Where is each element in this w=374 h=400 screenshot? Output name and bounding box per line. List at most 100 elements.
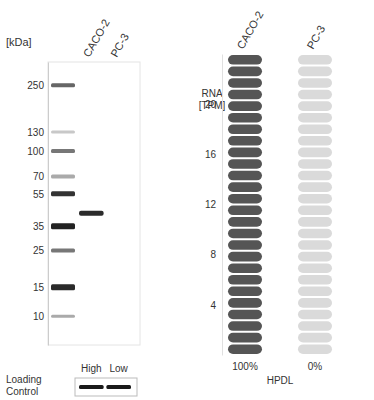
tick-label: 4 (210, 300, 216, 311)
tpm-segment (228, 67, 262, 77)
tpm-segment (298, 263, 332, 273)
expression-level: High (81, 363, 102, 374)
tpm-segment (298, 78, 332, 88)
tpm-segment (298, 333, 332, 343)
ladder-band (51, 131, 75, 134)
y-axis: 4 8 12 16 20 (205, 55, 223, 356)
category-label: PC-3 (304, 23, 327, 51)
tick: 70 (33, 171, 48, 182)
tick-label: 8 (210, 249, 216, 260)
tpm-segment (228, 206, 262, 216)
share-label: 0% (308, 361, 323, 372)
tpm-segment (298, 229, 332, 239)
tpm-segment (228, 217, 262, 227)
tpm-segment (228, 310, 262, 320)
tpm-segment (228, 78, 262, 88)
tpm-segment (228, 136, 262, 146)
axis-line (48, 63, 49, 346)
ladder-band (51, 83, 75, 87)
tick-label: 250 (27, 80, 44, 91)
tick: 4 (210, 300, 222, 311)
tick-label: 55 (33, 189, 45, 200)
blot-marks (51, 83, 104, 318)
tpm-segment (298, 240, 332, 250)
rna-marks (228, 55, 332, 354)
loading-control-line: Control (6, 386, 38, 397)
tpm-segment (228, 252, 262, 262)
tpm-segment (298, 287, 332, 297)
y-axis: 250 130 100 70 55 35 25 15 10 (27, 63, 48, 346)
tpm-segment (228, 263, 262, 273)
tick-label: 70 (33, 171, 45, 182)
tpm-segment (228, 101, 262, 111)
tpm-segment (298, 148, 332, 158)
tick-label: 20 (205, 99, 217, 110)
tpm-segment (228, 124, 262, 134)
tick-label: 130 (27, 127, 44, 138)
tpm-segment (298, 206, 332, 216)
tpm-segment (228, 321, 262, 331)
tpm-segment (228, 90, 262, 100)
tick: 12 (205, 199, 222, 210)
tpm-segment (228, 298, 262, 308)
ladder-band (51, 284, 75, 290)
tpm-segment (298, 217, 332, 227)
tick-label: 15 (33, 282, 45, 293)
tpm-segment (298, 136, 332, 146)
tpm-column (298, 55, 332, 354)
tick-label: 12 (205, 199, 217, 210)
tick: 130 (27, 127, 48, 138)
axis-line (222, 55, 223, 356)
y-axis-title-line: RNA (201, 88, 222, 99)
ladder-band (51, 191, 75, 196)
protein-band (79, 211, 104, 216)
tick: 10 (33, 311, 48, 322)
tick: 100 (27, 146, 48, 157)
tpm-segment (228, 275, 262, 285)
tpm-segment (298, 55, 332, 65)
tpm-segment (228, 333, 262, 343)
tpm-segment (298, 67, 332, 77)
loading-control-line: Loading (6, 374, 42, 385)
tpm-segment (298, 321, 332, 331)
tpm-segment (298, 101, 332, 111)
tpm-segment (228, 240, 262, 250)
tpm-segment (228, 194, 262, 204)
expression-level: Low (110, 363, 129, 374)
tpm-segment (228, 287, 262, 297)
category-label: CACO-2 (234, 9, 265, 51)
tpm-segment (298, 124, 332, 134)
tick: 25 (33, 245, 48, 256)
tpm-segment (228, 182, 262, 192)
tick-label: 100 (27, 146, 44, 157)
tick-label: 16 (205, 149, 217, 160)
loading-control-label: LoadingControl (6, 374, 42, 397)
blot-frame (48, 62, 140, 345)
tpm-segment (228, 113, 262, 123)
ladder-band (51, 315, 75, 318)
tpm-segment (298, 194, 332, 204)
ladder-band (51, 248, 75, 252)
tick: 35 (33, 221, 48, 232)
tpm-segment (228, 344, 262, 354)
ladder-band (51, 149, 75, 153)
ladder-band (51, 175, 75, 179)
tick: 55 (33, 189, 48, 200)
tpm-segment (298, 298, 332, 308)
ladder-band (51, 223, 75, 229)
loading-control-frame (75, 378, 137, 396)
tpm-segment (298, 113, 332, 123)
y-axis-title: RNA[TPM] (199, 88, 226, 111)
tpm-segment (228, 148, 262, 158)
tpm-segment (228, 171, 262, 181)
figure: [kDa]250130100705535251510CACO-2PC-3High… (0, 0, 374, 400)
tpm-segment (228, 159, 262, 169)
tick: 20 (205, 99, 222, 110)
tpm-column (228, 55, 262, 354)
tpm-segment (298, 90, 332, 100)
gene-label: HPDL (267, 375, 294, 386)
tick-label: 35 (33, 221, 45, 232)
tpm-segment (298, 252, 332, 262)
tick: 16 (205, 149, 222, 160)
tpm-segment (298, 159, 332, 169)
